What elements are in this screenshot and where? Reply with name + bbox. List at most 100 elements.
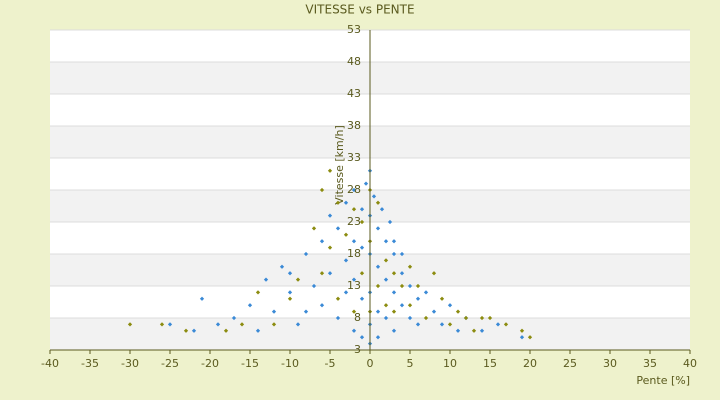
point — [351, 328, 357, 333]
point — [351, 207, 357, 212]
point — [335, 296, 341, 301]
point — [199, 296, 205, 301]
point — [479, 315, 485, 321]
x-tick-label: 40 — [683, 357, 697, 370]
point — [319, 239, 325, 244]
x-tick-label: 35 — [643, 357, 657, 370]
point — [327, 271, 333, 276]
point — [391, 309, 397, 314]
point — [319, 271, 325, 276]
point — [343, 200, 349, 205]
point — [383, 303, 389, 308]
point — [471, 328, 477, 333]
point — [263, 277, 269, 282]
point — [335, 226, 341, 231]
point — [359, 245, 365, 250]
point — [487, 315, 493, 321]
point — [231, 315, 237, 321]
y-tick-label: 23 — [347, 215, 361, 228]
point — [311, 283, 317, 289]
point — [431, 271, 437, 276]
chart-title: VITESSE vs PENTE — [305, 3, 414, 17]
point — [383, 258, 389, 263]
point — [383, 315, 389, 321]
point — [423, 315, 429, 321]
point — [375, 264, 381, 269]
point — [399, 303, 405, 308]
point — [239, 322, 245, 327]
point — [359, 296, 365, 301]
y-tick-label: 53 — [347, 23, 361, 36]
point — [215, 322, 221, 327]
point — [351, 187, 357, 193]
x-axis-label: Pente [%] — [636, 374, 690, 387]
point — [287, 290, 293, 295]
point — [391, 328, 397, 333]
y-tick-label: 33 — [347, 151, 361, 164]
point — [415, 283, 421, 289]
point — [439, 296, 445, 301]
x-tick-label: 20 — [523, 357, 537, 370]
point — [391, 239, 397, 244]
point — [351, 239, 357, 244]
point — [343, 258, 349, 263]
point — [447, 322, 453, 327]
point — [391, 290, 397, 295]
point — [271, 309, 277, 314]
point — [183, 328, 189, 333]
x-tick-label: 30 — [603, 357, 617, 370]
point — [375, 226, 381, 231]
point — [375, 335, 381, 340]
point — [407, 264, 413, 269]
point — [247, 303, 253, 308]
point — [343, 232, 349, 237]
point — [431, 309, 437, 314]
point — [335, 315, 341, 321]
point — [375, 309, 381, 314]
point — [379, 207, 385, 212]
point — [463, 315, 469, 321]
point — [383, 277, 389, 282]
point — [255, 328, 261, 333]
point — [327, 245, 333, 250]
point — [503, 322, 509, 327]
point — [391, 271, 397, 276]
point — [351, 277, 357, 282]
x-tick-label: -20 — [201, 357, 219, 370]
point — [455, 328, 461, 333]
x-tick-label: -30 — [121, 357, 139, 370]
y-tick-label: 48 — [347, 55, 361, 68]
point — [287, 296, 293, 301]
x-tick-label: 5 — [407, 357, 414, 370]
point — [375, 200, 381, 205]
point — [415, 296, 421, 301]
point — [359, 335, 365, 340]
point — [399, 271, 405, 276]
x-tick-label: -25 — [161, 357, 179, 370]
y-tick-label: 18 — [347, 247, 361, 260]
x-tick-label: 15 — [483, 357, 497, 370]
x-tick-label: 10 — [443, 357, 457, 370]
point — [359, 219, 365, 225]
y-tick-label: 43 — [347, 87, 361, 100]
point — [399, 283, 405, 289]
point — [343, 290, 349, 295]
x-tick-label: -5 — [325, 357, 336, 370]
point — [399, 251, 405, 257]
point — [407, 283, 413, 289]
point — [191, 328, 197, 333]
point — [375, 283, 381, 289]
point — [255, 290, 261, 295]
point — [371, 194, 377, 199]
point — [167, 322, 173, 327]
x-tick-label: -40 — [41, 357, 59, 370]
point — [295, 322, 301, 327]
point — [327, 168, 333, 173]
point — [479, 328, 485, 333]
point — [363, 181, 369, 186]
point — [303, 251, 309, 257]
point — [311, 226, 317, 231]
point — [527, 335, 533, 340]
x-tick-label: 0 — [367, 357, 374, 370]
